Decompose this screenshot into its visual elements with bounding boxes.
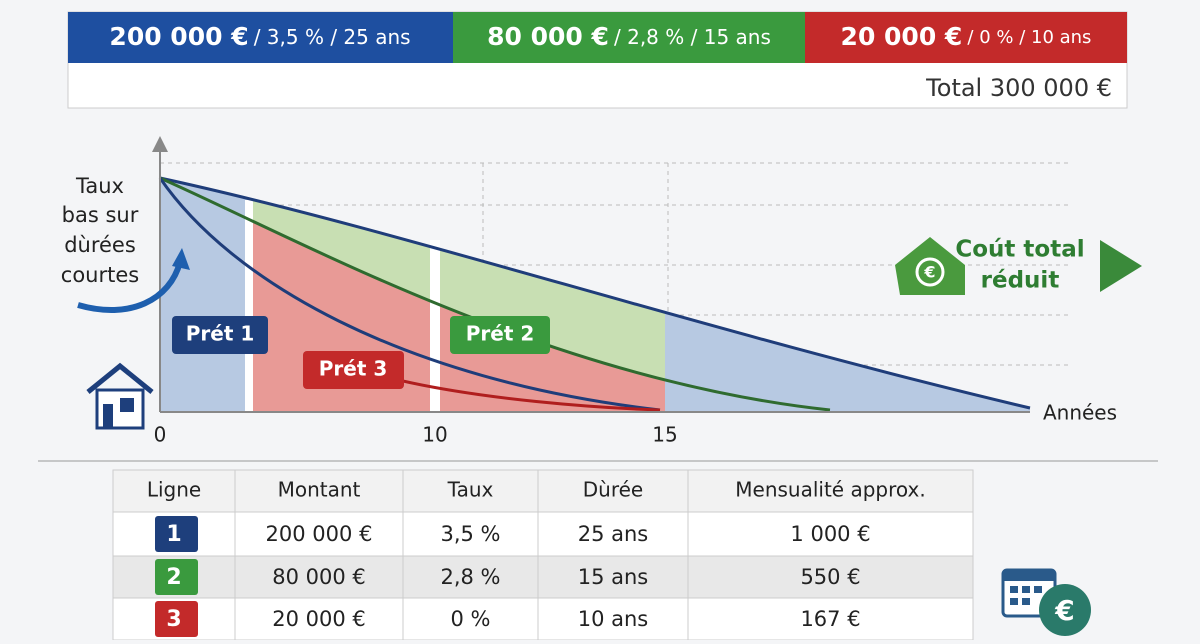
callout-text: réduit — [981, 268, 1060, 294]
curve-loan2 — [159, 176, 831, 412]
curve-loan1 — [159, 176, 1031, 410]
segment-blue — [68, 12, 453, 63]
table-cell: 550 € — [800, 565, 860, 589]
callout-text: Coút total — [955, 237, 1084, 263]
row-badge — [155, 601, 198, 637]
table: Ligne Montant Taux Dùrée Mensualité approx. 1… — [112, 469, 974, 641]
note-line: Taux — [75, 174, 124, 198]
table-cell: 80 000 € — [272, 565, 366, 589]
row-badge — [155, 516, 198, 552]
table-cell: 200 000 € — [266, 522, 373, 546]
table-cell: 167 € — [800, 607, 860, 631]
table-header: Montant — [278, 478, 361, 502]
segment-green — [453, 12, 805, 63]
table-header: Taux — [447, 478, 494, 502]
table-cell: 3,5 % — [440, 522, 500, 546]
divider — [430, 240, 440, 412]
table-cell: 2,8 % — [440, 565, 500, 589]
loan-badge — [303, 351, 404, 389]
note-arrow — [77, 261, 183, 313]
note-arrowhead — [172, 248, 190, 270]
loan-label: Prét 3 — [319, 357, 388, 381]
grid — [160, 162, 1070, 412]
table-cell: 3 — [166, 607, 181, 632]
note: Taux bas sur dùrées courtes — [61, 174, 139, 287]
total: Total 300 000 € — [925, 74, 1112, 102]
table-cell: 25 ans — [578, 522, 649, 546]
house-icon — [86, 362, 154, 430]
table-cell: 1 000 € — [790, 522, 870, 546]
note-line: dùrées — [64, 233, 136, 257]
calendar-icon: € — [1001, 568, 1091, 636]
y-arrow — [152, 136, 168, 152]
svg-text:€: € — [1054, 594, 1074, 627]
table-cell: 1 — [166, 522, 181, 547]
curve-loan1b — [158, 177, 661, 412]
table-cell: 2 — [166, 565, 181, 590]
details: / 3,5 % / 25 ans — [254, 25, 411, 49]
row-badge — [155, 559, 198, 595]
table-row — [112, 597, 974, 641]
details: / 0 % / 10 ans — [967, 27, 1091, 48]
table-cell: 0 % — [451, 607, 491, 631]
table-row — [112, 555, 974, 599]
table-row — [112, 469, 974, 513]
segment-text: 20 000 € / 0 % / 10 ans — [841, 22, 1092, 51]
callout-icon: € — [895, 237, 1142, 295]
x-tick: 10 — [422, 423, 447, 447]
details: / 2,8 % / 15 ans — [614, 25, 771, 49]
segment-text: 200 000 € / 3,5 % / 25 ans — [109, 22, 410, 51]
note-line: courtes — [61, 263, 139, 287]
loan-badge — [450, 316, 550, 354]
loan-label: Prét 2 — [466, 322, 535, 346]
table-header: Mensualité approx. — [735, 478, 925, 502]
curve-loan3 — [389, 376, 661, 412]
x-tick: 15 — [652, 423, 677, 447]
amount: 80 000 € — [487, 22, 609, 51]
table-cell: 10 ans — [578, 607, 649, 631]
x-label: Années — [1043, 401, 1117, 425]
svg-text:€: € — [923, 263, 935, 282]
loan-label: Prét 1 — [186, 322, 255, 346]
amount: 200 000 € — [109, 22, 248, 51]
table-cell: 15 ans — [578, 565, 649, 589]
table-row — [112, 511, 974, 557]
amount: 20 000 € — [841, 22, 963, 51]
table-header: Dùrée — [583, 478, 643, 502]
table-header: Ligne — [147, 478, 201, 502]
x-tick: 0 — [154, 423, 167, 447]
divider — [245, 200, 253, 412]
loan-badge — [172, 316, 268, 354]
table-cell: 20 000 € — [272, 607, 366, 631]
note-line: bas sur — [62, 203, 139, 227]
segment-text: 80 000 € / 2,8 % / 15 ans — [487, 22, 771, 51]
segment-red — [805, 12, 1127, 63]
